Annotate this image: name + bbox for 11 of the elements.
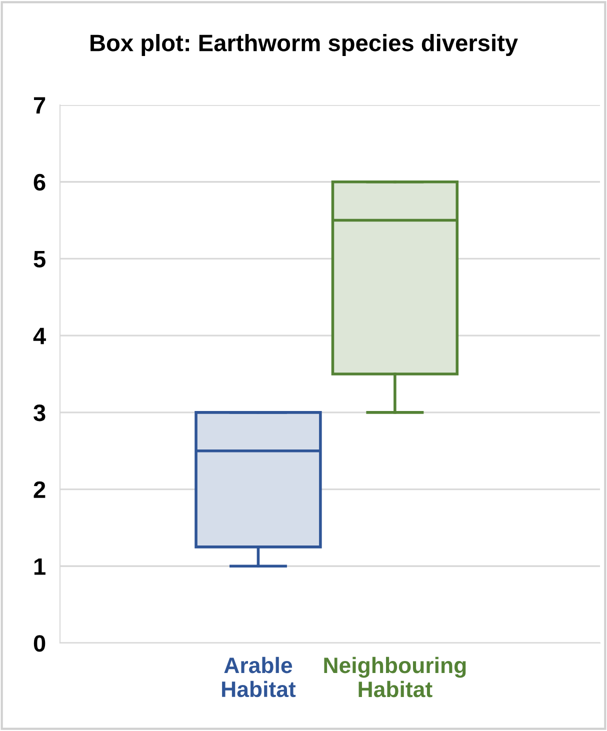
x-tick-label: Neighbouring Habitat bbox=[324, 656, 466, 698]
chart-title: Box plot: Earthworm species diversity bbox=[90, 34, 518, 56]
y-tick-label: 0 bbox=[34, 635, 46, 652]
y-tick-label: 1 bbox=[34, 558, 46, 575]
y-tick-label: 4 bbox=[33, 328, 46, 344]
y-tick-label: 7 bbox=[34, 97, 46, 114]
y-tick-label: 2 bbox=[34, 481, 46, 498]
y-tick-label: 5 bbox=[34, 251, 46, 268]
y-tick-label: 3 bbox=[34, 404, 46, 422]
y-tick-label: 6 bbox=[34, 174, 46, 191]
x-tick-label: Arable Habitat bbox=[222, 656, 296, 698]
